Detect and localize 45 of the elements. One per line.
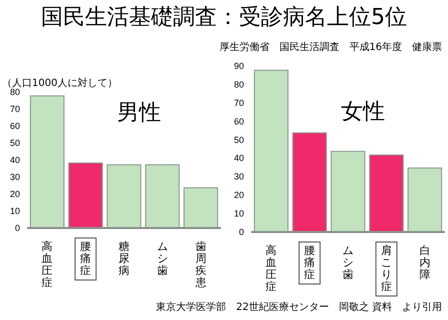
x-tick-label: ムシ歯 (156, 241, 168, 277)
y-tick-label: 20 (234, 190, 244, 200)
bar (254, 70, 288, 232)
y-tick-label: 30 (234, 172, 244, 182)
text: 厚生労働省 国民生活調査 平成16年度 健康票 (219, 40, 442, 54)
bar (369, 154, 404, 232)
x-tick-label: 高血圧症 (42, 240, 53, 289)
y-tick-label: 80 (234, 79, 244, 90)
bar (68, 162, 103, 228)
x-tick-label: 腰痛症 (80, 241, 92, 277)
y-tick-label: 20 (10, 189, 20, 199)
y-tick-label: 30 (10, 172, 20, 182)
x-tick-label: ムシ歯 (342, 245, 354, 281)
x-tick-label: 歯周疾患 (194, 240, 206, 289)
bar (106, 164, 142, 228)
y-tick-label: 80 (10, 87, 20, 97)
text: 女性 (341, 98, 385, 124)
text: 国民生活基礎調査：受診病名上位5位 (40, 4, 408, 32)
y-tick-label: 40 (10, 155, 20, 165)
y-tick-label: 0 (238, 227, 244, 237)
y-axis-title: （人口1000人に対して） (2, 76, 118, 89)
y-tick-label: 40 (234, 153, 244, 164)
x-tick-label: 腰痛症 (304, 245, 316, 281)
y-tick-label: 10 (234, 208, 244, 219)
bar (292, 132, 327, 232)
y-tick-label: 50 (234, 134, 244, 145)
y-tick-label: 70 (234, 98, 244, 108)
y-tick-label: 50 (10, 138, 20, 148)
chart-title: 男性 (117, 100, 161, 124)
bar (145, 164, 180, 228)
bar (184, 187, 218, 228)
bar (30, 95, 64, 228)
x-tick-label: 白内障 (419, 245, 430, 281)
y-tick-label: 0 (14, 223, 20, 233)
y-tick-label: 10 (10, 206, 20, 216)
y-tick-label: 60 (234, 116, 244, 126)
bar (330, 150, 366, 232)
bar (408, 167, 442, 232)
y-tick-label: 60 (10, 121, 20, 131)
x-tick-label: 肩こり症 (380, 244, 392, 293)
x-tick-label: 高血圧症 (266, 244, 277, 293)
y-tick-label: 90 (234, 61, 244, 71)
text: 東京大学医学部 22世紀医療センター 岡敬之 資料 より引用 (156, 300, 442, 314)
x-tick-label: 糖尿病 (118, 240, 130, 277)
y-tick-label: 70 (10, 104, 20, 114)
